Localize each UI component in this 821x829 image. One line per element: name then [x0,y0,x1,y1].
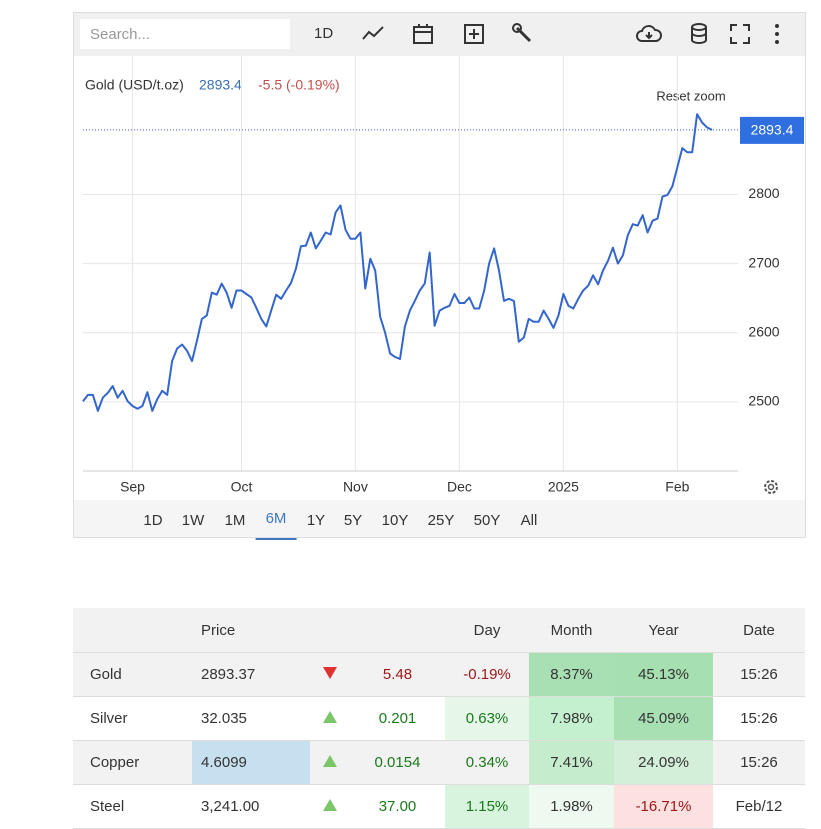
down-arrow [323,667,337,679]
search[interactable]: Search... [80,19,290,49]
cell: -16.71% [614,784,713,829]
up-arrow [323,799,337,811]
range-button[interactable]: 6M [255,500,297,540]
cell: Silver [73,696,192,741]
header-cell: Day [445,608,529,653]
cell: 1.15% [445,784,529,829]
cell: 2893.37 [192,652,310,697]
change: -5.5 (-0.19%) [258,77,340,93]
cell: 7.41% [529,740,614,785]
price-line [82,113,713,412]
row[interactable]: Steel 3,241.00 37.00 1.15% 1.98% -16.71% Feb/1… [73,784,805,829]
row[interactable]: Silver 32.035 0.201 0.63% 7.98% 45.09% 15:26 [73,696,805,741]
cell: 15:26 [713,696,805,741]
x-tick-label: Feb [665,479,689,495]
cell: 15:26 [713,652,805,697]
cell: Gold [73,652,192,697]
y-tick-label: 2500 [748,393,779,409]
cell: 0.34% [445,740,529,785]
x-tick-label: Nov [343,479,368,495]
range-button[interactable]: 50Y [473,512,501,529]
range-button[interactable]: 1D [143,512,163,529]
cell: 0.201 [350,696,445,741]
range-bar: 1D 1W 1M 6M 1Y 5Y 10Y 25Y 50Y All [74,500,805,540]
price: 2893.4 [199,77,242,93]
cell: 0.0154 [350,740,445,785]
cell: 37.00 [350,784,445,829]
range-button[interactable]: 10Y [381,512,409,529]
header-cell: Year [614,608,713,653]
cell: 8.37% [529,652,614,697]
cell: -0.19% [445,652,529,697]
reset-zoom[interactable]: Reset zoom [656,88,725,103]
database-icon[interactable] [689,23,709,45]
cell: 45.13% [614,652,713,697]
up-arrow [323,711,337,723]
range-button[interactable]: All [520,512,538,529]
menu-icon[interactable] [772,23,782,45]
calendar-icon[interactable] [412,23,434,45]
row[interactable]: Copper 4.6099 0.0154 0.34% 7.41% 24.09% 15:26 [73,740,805,785]
cell: 0.63% [445,696,529,741]
range-button[interactable]: 1M [224,512,246,529]
cell: Steel [73,784,192,829]
tool-icon[interactable] [512,23,534,45]
x-tick-label: 2025 [548,479,579,495]
y-tick-label: 2600 [748,323,779,339]
table: Price Day Month Year Date Gold 2893.37 5.48 -0.… [73,608,805,829]
cell: 45.09% [614,696,713,741]
page: Gold (USD/t.oz) 2893.4 -5.5 (-0.19%) Res… [73,12,806,829]
price-tag [740,116,804,144]
add-icon[interactable] [463,23,485,45]
x-tick-label: Sep [120,479,145,495]
x-tick-label: Dec [447,479,472,495]
cell: 5.48 [350,652,445,697]
chart-title: Gold (USD/t.oz) [85,77,184,93]
cell: 1.98% [529,784,614,829]
chart-panel [73,12,806,538]
cell: 24.09% [614,740,713,785]
range-button[interactable]: 5Y [343,512,363,529]
cell: 4.6099 [192,740,310,785]
interval[interactable]: 1D [314,25,334,42]
line-icon[interactable] [362,23,384,45]
header-cell: Price [192,608,310,653]
cell: 32.035 [192,696,310,741]
settings-icon[interactable] [764,480,778,494]
header-cell: Date [713,608,805,653]
chart: Gold (USD/t.oz) 2893.4 -5.5 (-0.19%) Res… [82,55,804,495]
header-cell: Month [529,608,614,653]
range-button[interactable]: 1W [181,512,205,529]
cell: Feb/12 [713,784,805,829]
cell: 3,241.00 [192,784,310,829]
header-row: Price Day Month Year Date [73,608,805,653]
toolbar: Search... 1D [74,13,805,56]
cell: 7.98% [529,696,614,741]
price-tag-label: 2893.4 [751,122,794,138]
row[interactable]: Gold 2893.37 5.48 -0.19% 8.37% 45.13% 15:26 [73,652,805,697]
download-icon[interactable] [636,23,662,45]
range-button[interactable]: 25Y [427,512,455,529]
cell: Copper [73,740,192,785]
x-tick-label: Oct [231,479,253,495]
y-tick-label: 2700 [748,254,779,270]
up-arrow [323,755,337,767]
range-button[interactable]: 1Y [306,512,326,529]
y-tick-label: 2800 [748,185,779,201]
fullscreen-icon[interactable] [729,23,751,45]
cell: 15:26 [713,740,805,785]
